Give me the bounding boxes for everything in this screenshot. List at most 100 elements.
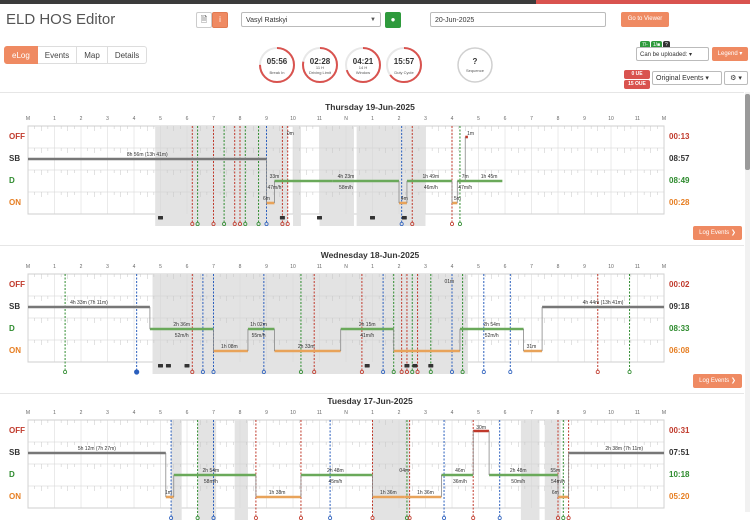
gauge-label: Driving Limit [308, 70, 331, 75]
event-pin-icon [211, 370, 216, 375]
chevron-down-icon: ▼ [370, 17, 376, 23]
document-icon[interactable]: 🗎 [196, 12, 212, 28]
segment-label: 6m [263, 196, 270, 202]
log-grid: M 1 2 3 4 5 6 7 8 9 10 11 N 1 2 3 4 5 6 7 8 9 10 11 M 5h 12m (7h … [26, 410, 666, 521]
segment-label: 47m/h [267, 185, 281, 191]
hour-label: 11 [635, 116, 640, 122]
top-bar-accent [536, 0, 750, 4]
hour-label: N [344, 116, 348, 122]
gauge-value: ? [472, 57, 478, 66]
status-label-off: OFF [9, 132, 25, 141]
date-input[interactable]: 20-Jun-2025 [430, 12, 606, 27]
tab-events[interactable]: Events [37, 46, 78, 64]
hour-label: 3 [424, 264, 427, 270]
hour-label: 5 [159, 264, 162, 270]
oue-badge[interactable]: 15 OUE [624, 80, 650, 89]
scrollbar-track[interactable] [745, 92, 750, 512]
tab-details[interactable]: Details [107, 46, 148, 64]
events-select[interactable]: Original Events ▾ [652, 71, 722, 85]
hour-label: 3 [106, 264, 109, 270]
inactive-shade [197, 420, 217, 520]
segment-label: 2h 33m [298, 344, 315, 350]
log-events-button[interactable]: Log Events ❯ [693, 374, 742, 388]
settings-button[interactable]: ⚙ ▾ [724, 71, 748, 85]
lock-icon[interactable]: ● [385, 12, 401, 28]
hour-label: 10 [608, 410, 614, 416]
hour-label: M [662, 116, 666, 122]
event-pin-icon [399, 222, 404, 227]
segment-label: 2h 15m [359, 322, 376, 328]
segment-label: 4m [401, 196, 408, 202]
event-pin-icon [410, 370, 415, 375]
hour-label: N [344, 264, 348, 270]
segment-label: 1h 38m [269, 490, 286, 496]
event-pin-icon [280, 222, 285, 227]
tab-elog[interactable]: eLog [4, 46, 38, 64]
truck-icon [428, 364, 434, 368]
event-pin-icon [404, 370, 409, 375]
segment-label: 58m/h [339, 185, 353, 191]
segment-label: 0m [287, 131, 294, 137]
status-label-sb: SB [9, 302, 21, 311]
gauge-window: 04:21 14 H Window [344, 46, 382, 84]
chevron-down-icon: ▾ [689, 52, 693, 58]
events-select-text: Original Events [656, 75, 704, 82]
event-pin-icon [449, 370, 454, 375]
hour-label: 4 [133, 410, 136, 416]
hour-label: M [26, 410, 30, 416]
inactive-shade [152, 274, 468, 374]
hour-label: 1 [371, 264, 374, 270]
segment-label: 58m/h [204, 479, 218, 485]
driver-select[interactable]: Vasyl Ratskyi ▼ [241, 12, 381, 27]
event-pin-icon [359, 370, 364, 375]
upload-badge: 7/- [640, 41, 650, 49]
log-events-button[interactable]: Log Events ❯ [693, 226, 742, 240]
gauge-label: Window [355, 70, 371, 75]
segment-label: 33m [270, 174, 280, 180]
total-off: 00:02 [669, 280, 690, 289]
inactive-shade [372, 420, 410, 520]
event-pin-icon [391, 370, 396, 375]
legend-button[interactable]: Legend ▾ [712, 47, 748, 61]
hour-label: 7 [530, 410, 533, 416]
inactive-shade [171, 420, 182, 520]
hour-label: 9 [583, 410, 586, 416]
segment-label: 52m/h [175, 333, 189, 339]
total-sb: 07:51 [669, 448, 690, 457]
gauge-driving-limit: 02:28 11 H Driving Limit [301, 46, 339, 84]
segment-label: 46m [455, 468, 465, 474]
truck-icon [184, 364, 190, 368]
hour-label: 8 [239, 264, 242, 270]
go-to-viewer-button[interactable]: Go to Viewer [621, 12, 669, 27]
gauge-duty-cycle: 15:57 Duty Cycle [385, 46, 423, 84]
inactive-shade [319, 126, 354, 226]
hour-label: 8 [557, 264, 560, 270]
segment-label: 45m/h [328, 479, 342, 485]
segment-label: 4h 33m (7h 11m) [70, 300, 108, 306]
log-grid: M 1 2 3 4 5 6 7 8 9 10 11 N 1 2 3 4 5 6 7 8 9 10 11 M 8h 56m (13h… [26, 116, 666, 227]
segment-label: 01m [444, 279, 454, 285]
hour-label: 1 [371, 410, 374, 416]
info-icon[interactable]: i [212, 12, 228, 28]
tab-map[interactable]: Map [77, 46, 108, 64]
segment-label: 31m [527, 344, 537, 350]
truck-icon [412, 364, 418, 368]
segment-label: 4h 23m [338, 174, 355, 180]
truck-icon [158, 364, 163, 368]
hour-label: 2 [398, 264, 401, 270]
ue-badge[interactable]: 0 UE [624, 70, 650, 79]
scrollbar-thumb[interactable] [745, 94, 750, 170]
event-pin-icon [190, 370, 195, 375]
segment-label: 8h 56m (13h 41m) [127, 152, 168, 158]
truck-icon [370, 216, 375, 220]
segment-label: 2h 54m [203, 468, 220, 474]
upload-badges: 7/- 1/■ ? [640, 41, 670, 49]
hour-label: 2 [80, 264, 83, 270]
total-d: 08:49 [669, 176, 690, 185]
hour-label: 10 [290, 264, 296, 270]
gauge-sub: 14 H [358, 65, 368, 70]
hour-label: 5 [159, 116, 162, 122]
event-pin-icon [63, 370, 68, 375]
upload-status-select[interactable]: Can be uploaded: ▾ [636, 47, 709, 61]
segment-label: 1h 45m [481, 174, 498, 180]
